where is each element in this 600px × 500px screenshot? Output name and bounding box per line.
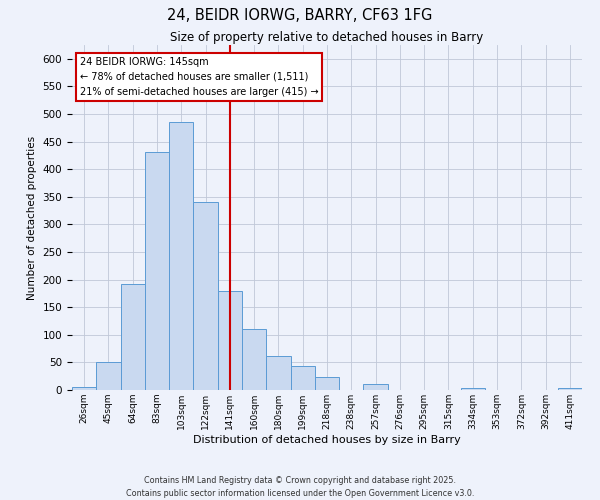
Text: 24, BEIDR IORWG, BARRY, CF63 1FG: 24, BEIDR IORWG, BARRY, CF63 1FG xyxy=(167,8,433,22)
Bar xyxy=(218,290,242,390)
Title: Size of property relative to detached houses in Barry: Size of property relative to detached ho… xyxy=(170,31,484,44)
Bar xyxy=(96,362,121,390)
Bar xyxy=(266,356,290,390)
Bar xyxy=(72,387,96,390)
Bar xyxy=(364,384,388,390)
X-axis label: Distribution of detached houses by size in Barry: Distribution of detached houses by size … xyxy=(193,434,461,444)
Bar xyxy=(193,202,218,390)
Bar xyxy=(461,388,485,390)
Bar xyxy=(315,377,339,390)
Y-axis label: Number of detached properties: Number of detached properties xyxy=(27,136,37,300)
Bar xyxy=(145,152,169,390)
Bar xyxy=(558,388,582,390)
Bar xyxy=(121,284,145,390)
Bar xyxy=(290,366,315,390)
Text: Contains HM Land Registry data © Crown copyright and database right 2025.
Contai: Contains HM Land Registry data © Crown c… xyxy=(126,476,474,498)
Text: 24 BEIDR IORWG: 145sqm
← 78% of detached houses are smaller (1,511)
21% of semi-: 24 BEIDR IORWG: 145sqm ← 78% of detached… xyxy=(80,57,318,96)
Bar xyxy=(169,122,193,390)
Bar xyxy=(242,330,266,390)
